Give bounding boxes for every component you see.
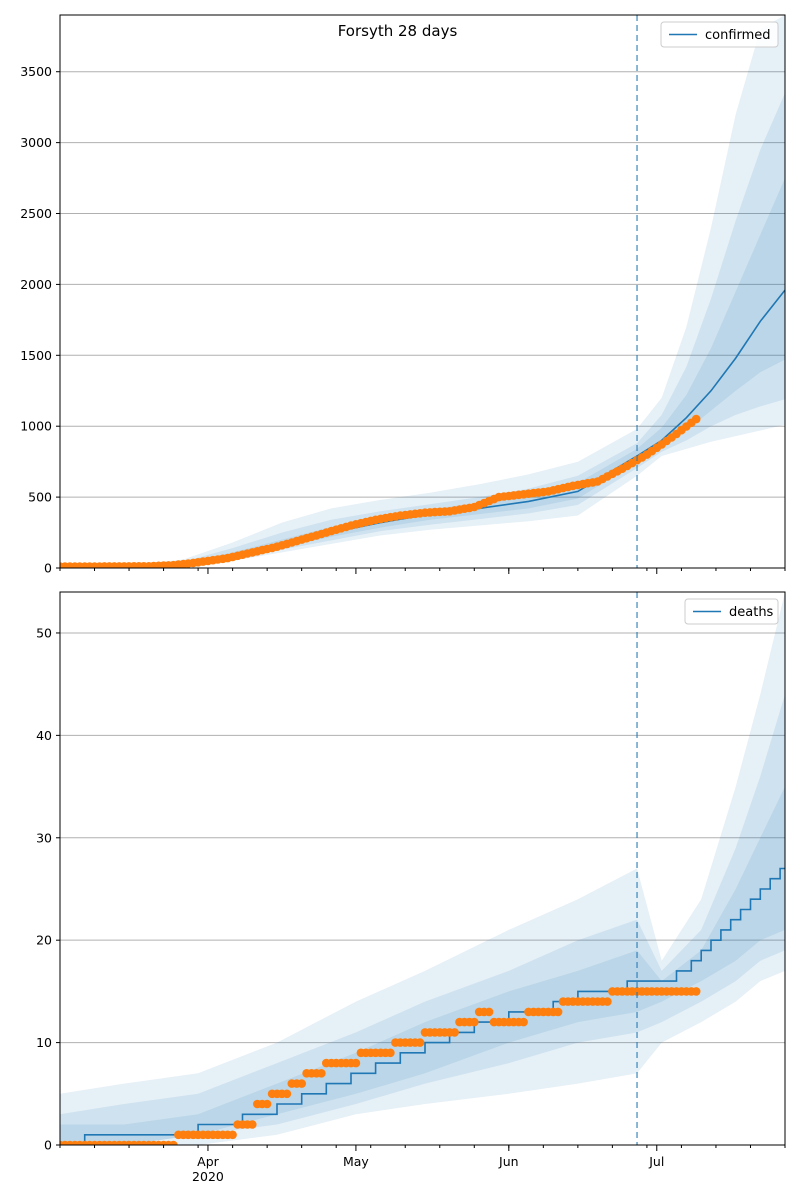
uncertainty-band [60, 15, 785, 568]
y-tick-label: 50 [36, 625, 52, 640]
y-tick-label: 10 [36, 1035, 52, 1050]
y-tick-label: 1000 [20, 419, 52, 434]
plot-area [60, 15, 785, 568]
x-tick-label: Jul [648, 1154, 664, 1169]
legend-box [684, 598, 779, 625]
y-tick-label: 500 [28, 490, 52, 505]
legend-label: confirmed [705, 28, 771, 43]
observed-point [450, 1028, 459, 1037]
chart-title: Forsyth 28 days [338, 22, 458, 40]
y-tick-label: 2500 [20, 206, 52, 221]
x-tick-label: Jun [498, 1154, 519, 1169]
y-tick-label: 20 [36, 933, 52, 948]
axes-frame [59, 14, 786, 569]
observed-point [484, 1007, 494, 1017]
axes-frame [59, 591, 786, 1146]
y-tick-label: 2000 [20, 277, 52, 292]
plot-area [60, 592, 785, 1145]
observed-point [603, 997, 612, 1006]
x-tick-label: May [343, 1154, 369, 1169]
uncertainty-band [60, 786, 785, 1145]
uncertainty-band [60, 592, 785, 1145]
uncertainty-band [60, 694, 785, 1145]
y-tick-label: 0 [44, 561, 52, 576]
confirmed-panel: 0 500 1000 1500 2000 2500 3000 3500 Forsyth 28 d… [20, 14, 786, 576]
uncertainty-band [60, 178, 785, 568]
model-median-line [60, 867, 785, 1145]
observed-point [248, 1120, 257, 1129]
observed-point [470, 1017, 479, 1027]
observed-point [282, 1089, 292, 1099]
y-tick-label: 0 [44, 1138, 52, 1153]
x-tick-label: 2020 [192, 1169, 224, 1184]
observed-point [386, 1048, 395, 1058]
x-tick-label: Apr [197, 1154, 219, 1169]
observed-point [228, 1130, 237, 1140]
observed-point [169, 1140, 178, 1145]
observed-point [519, 1017, 528, 1027]
y-tick-label: 3000 [20, 135, 52, 150]
observed-point [317, 1069, 326, 1078]
observed-point [415, 1038, 425, 1047]
observed-point [297, 1079, 307, 1088]
y-tick-label: 3500 [20, 64, 52, 79]
observed-point [691, 414, 701, 424]
y-tick-label: 40 [36, 728, 52, 743]
legend-label: deaths [729, 605, 774, 620]
legend-box [660, 21, 779, 48]
observed-point [691, 987, 701, 996]
y-tick-label: 30 [36, 830, 52, 845]
y-tick-label: 1500 [20, 348, 52, 363]
observed-point [262, 1099, 272, 1109]
observed-point [553, 1007, 563, 1017]
observed-point [351, 1058, 361, 1068]
